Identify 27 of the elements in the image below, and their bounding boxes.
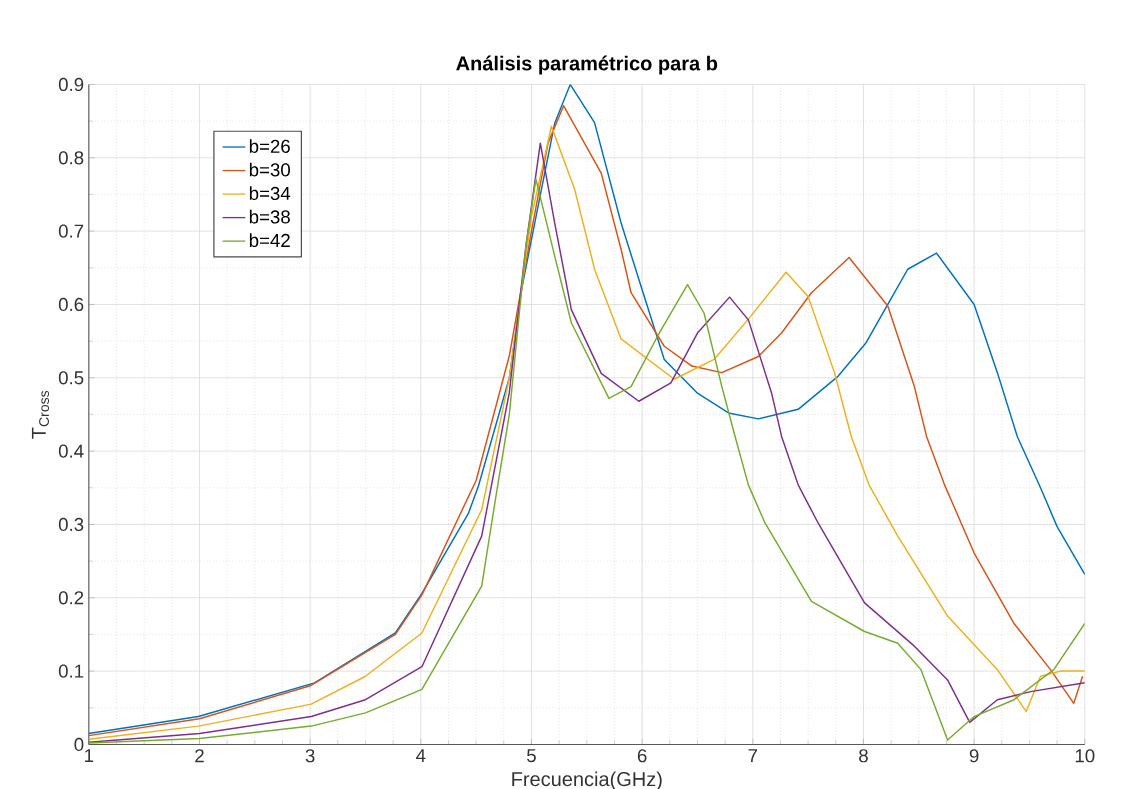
- x-tick-label: 8: [859, 749, 868, 763]
- x-tick-label: 10: [1075, 749, 1095, 763]
- y-tick-label: 0.6: [58, 297, 84, 312]
- legend-label: b=42: [249, 233, 290, 248]
- chart-title: Análisis paramétrico para b: [456, 55, 718, 75]
- legend-label: b=26: [249, 139, 290, 153]
- y-axis-title: T$_{Cross}$: [31, 390, 50, 439]
- y-tick-label: 0.5: [58, 371, 84, 385]
- y-tick-label: 0.9: [58, 77, 84, 92]
- y-tick-label: 0.3: [58, 517, 84, 532]
- y-tick-label: 0.8: [58, 151, 84, 165]
- legend-label: b=30: [249, 162, 290, 177]
- x-tick-label: 7: [748, 749, 758, 762]
- y-tick-label: 0.2: [58, 591, 84, 605]
- x-tick-label: 6: [637, 749, 647, 763]
- y-tick-label: 0.1: [58, 664, 84, 678]
- x-tick-label: 5: [527, 749, 536, 763]
- x-tick-label: 4: [416, 749, 426, 762]
- y-tick-label: 0.7: [58, 224, 84, 238]
- x-tick-label: 9: [969, 749, 979, 763]
- y-tick-label: 0: [74, 737, 84, 752]
- legend-label: b=34: [249, 186, 291, 201]
- y-tick-label: 0.4: [58, 444, 84, 458]
- x-tick-label: 1: [85, 749, 94, 762]
- legend-label: b=38: [249, 209, 290, 224]
- x-tick-label: 3: [305, 749, 315, 763]
- x-tick-label: 2: [195, 749, 204, 763]
